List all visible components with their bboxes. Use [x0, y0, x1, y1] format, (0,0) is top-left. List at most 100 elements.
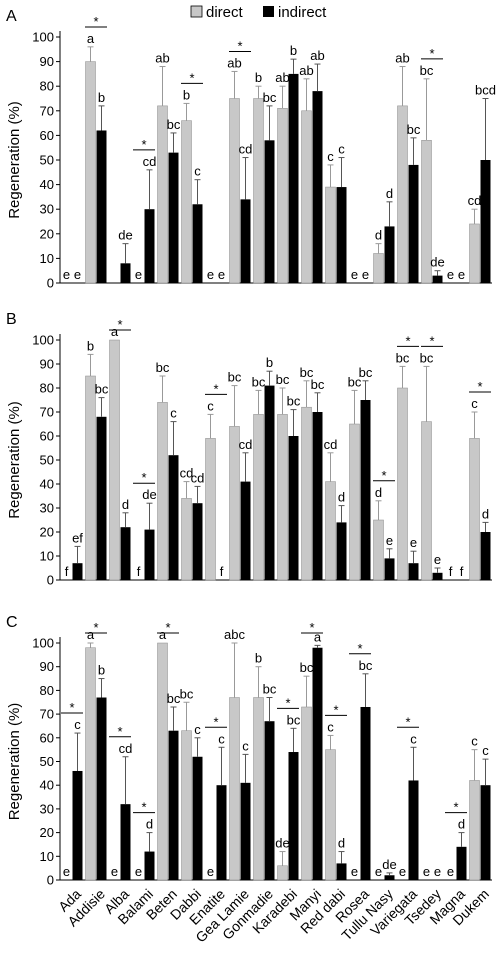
direct-letter-label: e [375, 864, 382, 879]
direct-bar [277, 108, 288, 284]
indirect-bar [312, 647, 323, 880]
direct-letter-label: ab [395, 51, 409, 66]
indirect-bar [408, 164, 419, 283]
y-tick-label: 30 [40, 801, 54, 816]
direct-bar [181, 730, 192, 881]
y-tick-label: 20 [40, 825, 54, 840]
direct-letter-label: c [471, 734, 478, 749]
indirect-letter-label: c [170, 406, 177, 421]
y-tick-label: 40 [40, 778, 54, 793]
y-tick-label: 10 [40, 849, 54, 864]
indirect-letter-label: c [194, 722, 201, 737]
significance-star: * [453, 800, 458, 815]
direct-letter-label: d [375, 228, 382, 243]
indirect-letter-label: ef [72, 530, 83, 545]
indirect-letter-label: e [74, 267, 81, 282]
direct-letter-label: bc [156, 360, 170, 375]
indirect-bar [264, 385, 275, 580]
significance-star: * [309, 620, 314, 635]
indirect-bar [480, 160, 491, 283]
indirect-letter-label: de [118, 228, 132, 243]
indirect-bar [216, 785, 227, 880]
y-tick-label: 60 [40, 128, 54, 143]
direct-letter-label: cd [324, 437, 338, 452]
indirect-letter-label: de [382, 857, 396, 872]
y-tick-label: 70 [40, 707, 54, 722]
indirect-bar [96, 416, 107, 580]
significance-star: * [333, 702, 338, 717]
y-tick-label: 70 [40, 103, 54, 118]
indirect-letter-label: de [142, 487, 156, 502]
y-tick-label: 20 [40, 226, 54, 241]
direct-letter-label: ab [227, 55, 241, 70]
significance-star: * [381, 468, 386, 483]
y-tick-label: 40 [40, 477, 54, 492]
indirect-letter-label: f [220, 564, 224, 579]
direct-bar [157, 402, 168, 581]
indirect-bar [408, 780, 419, 880]
significance-star: * [477, 379, 482, 394]
indirect-letter-label: bc [311, 377, 325, 392]
y-tick-label: 30 [40, 501, 54, 516]
significance-star: * [93, 620, 98, 635]
indirect-bar [384, 226, 395, 283]
significance-star: * [405, 333, 410, 348]
indirect-bar [288, 73, 299, 284]
indirect-letter-label: e [410, 535, 417, 550]
indirect-bar [144, 209, 155, 283]
indirect-letter-label: e [458, 267, 465, 282]
panel-C: C Regeneration (%) 0 10 20 30 40 50 60 70 80 90 100 e… [6, 614, 492, 945]
indirect-bar [264, 721, 275, 880]
y-tick-label: 0 [47, 276, 54, 291]
y-axis-label: Regeneration (%) [6, 101, 23, 219]
direct-letter-label: bc [228, 370, 242, 385]
direct-letter-label: c [207, 398, 214, 413]
indirect-letter-label: cd [143, 154, 157, 169]
direct-letter-label: ab [299, 63, 313, 78]
y-tick-label: 0 [47, 873, 54, 888]
direct-bar [157, 642, 168, 881]
indirect-letter-label: bc [263, 90, 277, 105]
significance-star: * [405, 714, 410, 729]
direct-letter-label: b [87, 338, 94, 353]
y-axis-label: Regeneration (%) [6, 703, 23, 821]
indirect-letter-label: c [194, 164, 201, 179]
indirect-bar [432, 572, 443, 580]
significance-star: * [189, 70, 194, 85]
significance-star: * [285, 695, 290, 710]
direct-letter-label: e [207, 864, 214, 879]
indirect-bar [288, 752, 299, 880]
direct-bar [277, 414, 288, 581]
y-tick-label: 100 [32, 333, 54, 348]
indirect-letter-label: c [218, 731, 225, 746]
y-axis-label: Regeneration (%) [6, 401, 23, 519]
direct-bar [325, 186, 336, 284]
legend-direct-label: direct [206, 4, 244, 21]
indirect-bar [120, 804, 131, 880]
indirect-letter-label: d [122, 497, 129, 512]
significance-star: * [213, 714, 218, 729]
indirect-letter-label: bc [287, 712, 301, 727]
direct-bar [85, 61, 96, 284]
direct-letter-label: ab [155, 51, 169, 66]
direct-letter-label: bc [300, 660, 314, 675]
indirect-letter-label: b [98, 90, 105, 105]
indirect-letter-label: bc [359, 365, 373, 380]
y-tick-label: 100 [32, 636, 54, 651]
indirect-letter-label: bc [359, 658, 373, 673]
significance-star: * [429, 333, 434, 348]
indirect-letter-label: c [74, 717, 81, 732]
direct-bar [277, 865, 288, 881]
direct-letter-label: e [399, 864, 406, 879]
direct-letter-label: f [65, 564, 69, 579]
direct-bar [301, 706, 312, 881]
indirect-bar [192, 204, 203, 283]
indirect-letter-label: e [434, 864, 441, 879]
significance-star: * [117, 724, 122, 739]
y-tick-label: 10 [40, 549, 54, 564]
direct-letter-label: b [183, 87, 190, 102]
direct-bar [253, 98, 264, 284]
indirect-bar [168, 455, 179, 580]
direct-bar [469, 780, 480, 881]
